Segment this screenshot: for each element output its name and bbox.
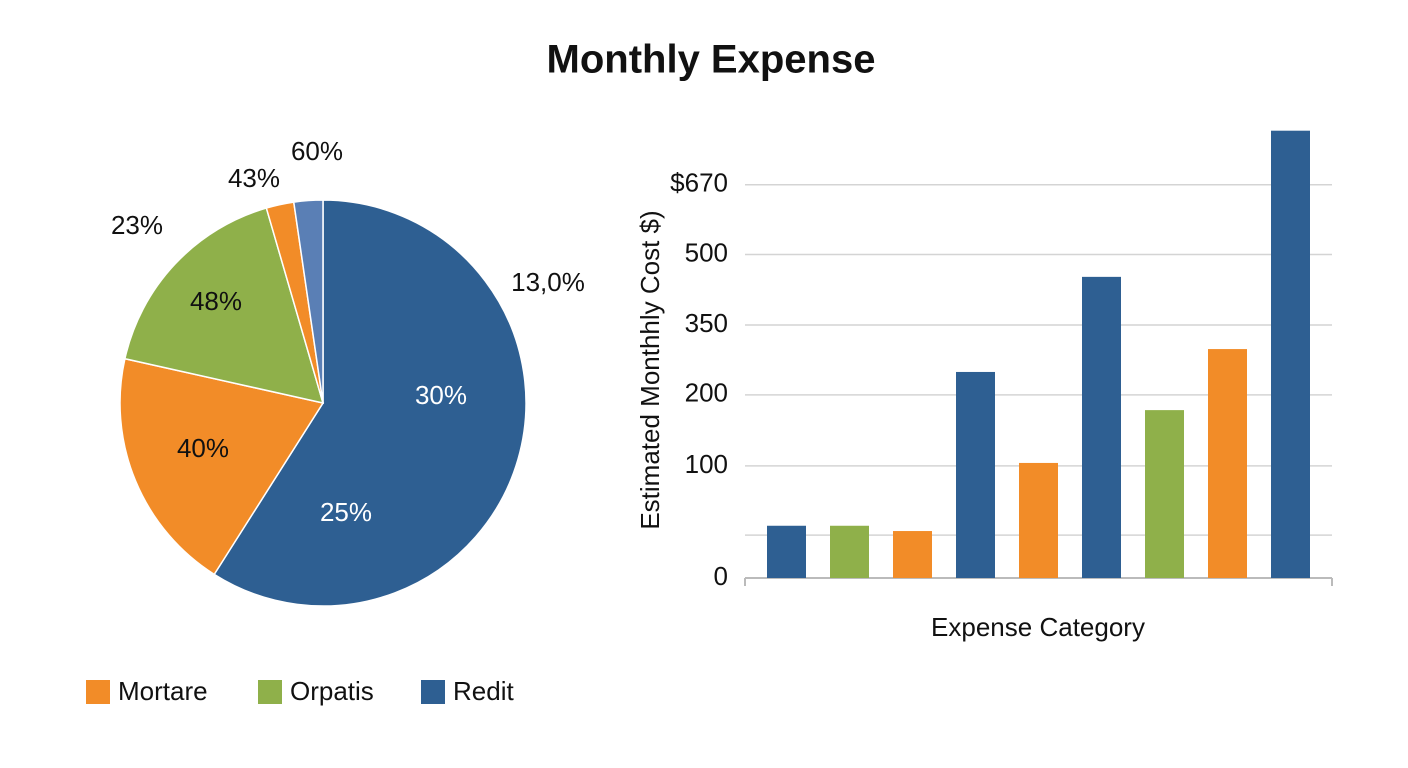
legend-swatch (86, 680, 110, 704)
y-axis-label: Estimated Monthhly Cost $) (635, 210, 665, 529)
bar (956, 371, 995, 578)
pie-label: 23% (111, 210, 163, 240)
bar (1208, 349, 1247, 578)
y-tick-label: 100 (685, 449, 728, 479)
legend-label: Mortare (118, 676, 208, 706)
bar (767, 525, 806, 578)
pie-slice (292, 199, 324, 404)
chart-title: Monthly Expense (547, 38, 876, 82)
y-tick-label: 0 (714, 561, 728, 591)
y-tick-label: 200 (685, 378, 728, 408)
y-tick-label: 500 (685, 237, 728, 267)
bar (1145, 410, 1184, 578)
bar (1019, 462, 1058, 578)
legend-swatch (421, 680, 445, 704)
bar (1082, 276, 1121, 578)
y-tick-label: $670 (670, 168, 728, 198)
x-axis-label: Expense Category (931, 612, 1145, 642)
pie-slice (123, 207, 325, 405)
y-tick-label: 350 (685, 308, 728, 338)
pie-label: 40% (177, 433, 229, 463)
bar (893, 531, 932, 578)
bar (830, 525, 869, 578)
pie-label: 48% (190, 286, 242, 316)
pie-slice (119, 357, 325, 576)
pie-label: 13,0% (511, 267, 585, 297)
legend-label: Orpatis (290, 676, 374, 706)
pie-slice (213, 199, 527, 607)
legend-label: Redit (453, 676, 514, 706)
bar (1271, 130, 1310, 578)
pie-label: 43% (228, 163, 280, 193)
pie-label: 30% (415, 380, 467, 410)
legend-swatch (258, 680, 282, 704)
pie-label: 60% (291, 136, 343, 166)
pie-label: 25% (320, 497, 372, 527)
